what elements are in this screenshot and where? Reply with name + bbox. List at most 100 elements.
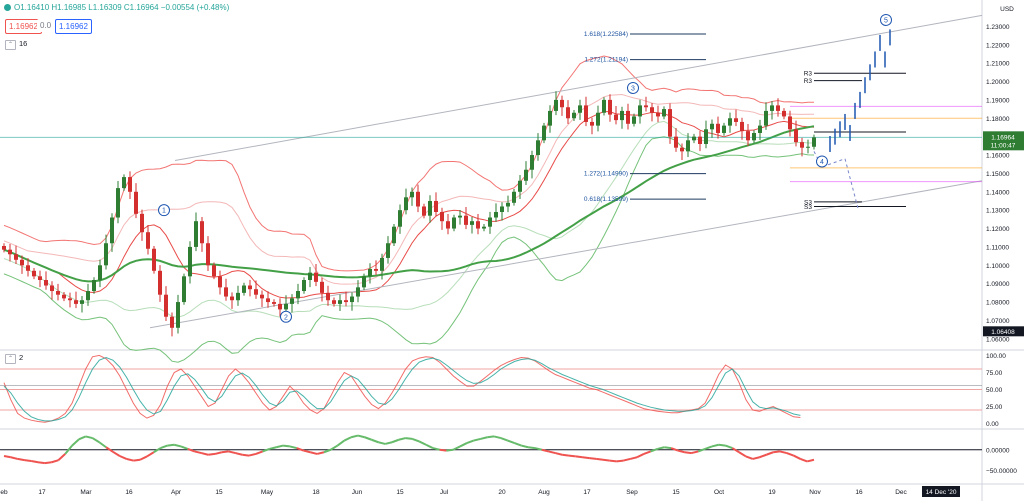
candle-body (710, 123, 714, 130)
candle-body (422, 206, 426, 216)
price-tick-label: 1.06000 (986, 336, 1010, 343)
time-cursor-badge[interactable] (922, 486, 960, 497)
candle-body (698, 136, 702, 144)
candle-body (782, 110, 786, 117)
candle-body (524, 169, 528, 181)
lower-band-inner (3, 120, 814, 318)
candle-body (776, 105, 780, 111)
oscillator-segment (493, 435, 502, 440)
pivot-label: S3 (804, 199, 812, 206)
oscillator-segment (806, 458, 815, 463)
candle-body (164, 294, 168, 317)
collapse-chevron-icon[interactable]: ⌃ (5, 40, 16, 50)
price-tick-label: 1.14000 (986, 189, 1010, 196)
price-tick-label: 1.16000 (986, 153, 1010, 160)
oscillator-segment (487, 435, 495, 439)
candle-body (596, 112, 600, 126)
candle-body (812, 137, 816, 147)
oscillator-segment (398, 437, 406, 441)
oscillator-segment (752, 456, 760, 460)
candle-body (296, 291, 300, 299)
osc-indicator-legend[interactable]: ⌃ 2 (5, 353, 23, 364)
candle-body (578, 105, 582, 113)
candle-body (506, 202, 510, 207)
oscillator-segment (180, 445, 189, 450)
candle-body (746, 131, 750, 141)
oscillator-segment (378, 441, 386, 445)
oscillator-segment (221, 450, 229, 454)
oscillator-segment (364, 436, 372, 441)
oscillator-segment (500, 437, 509, 442)
buy-quote-button[interactable]: 1.16962 (55, 19, 92, 34)
candle-body (692, 136, 696, 141)
oscillator-segment (78, 435, 87, 441)
candle-body (386, 243, 390, 258)
candle-body (488, 217, 492, 227)
collapse-chevron-icon[interactable]: ⌃ (5, 354, 16, 364)
candle-body (602, 99, 606, 113)
candle-body (236, 292, 240, 301)
price-tick-label: 1.12000 (986, 226, 1010, 233)
stochastic-panel[interactable] (0, 354, 982, 423)
wave-label-circle (280, 310, 292, 323)
oscillator-segment (153, 447, 162, 454)
wave-label-circle (158, 204, 170, 217)
pivot-label: S3 (804, 204, 812, 211)
oscillator-segment (521, 444, 529, 449)
candle-body (428, 200, 432, 216)
oscillator-segment (51, 459, 59, 464)
candle-body (344, 300, 348, 303)
main-price-panel[interactable]: 1.618(1.22584) 1.272(1.21194) 1.272(1.1499… (0, 13, 983, 363)
oscillator-segment (446, 448, 454, 452)
candle-body (260, 294, 264, 299)
last-price-badge[interactable] (983, 131, 1024, 151)
oscillator-segment (697, 447, 706, 453)
candle-body (314, 272, 318, 282)
fast-moving-average (3, 110, 815, 299)
candle-body (482, 226, 486, 229)
oscillator-segment (541, 448, 549, 453)
oscillator-segment (17, 457, 25, 462)
oscillator-segment (91, 437, 100, 444)
oscillator-segment (194, 450, 202, 455)
oscillator-segment (64, 444, 73, 455)
oscillator-segment (391, 438, 400, 444)
candle-body (8, 249, 12, 255)
oscillator-segment (439, 448, 447, 452)
candle-body (674, 136, 678, 148)
fib-level-label: 1.272(1.21194) (584, 57, 628, 64)
time-axis[interactable]: eb 17 Mar 16 Apr 15 May 18 Jun 15 Jul 20 Aug 17 Sep 15 O… (0, 486, 960, 497)
candle-body (284, 303, 288, 310)
candle-body (74, 300, 78, 304)
oscillator-segment (276, 444, 284, 449)
oscillator-segment (357, 434, 365, 439)
cursor-price-badge[interactable] (983, 326, 1024, 337)
price-axis[interactable]: USD 1.23000 1.22000 1.21000 1.20000 1.19000 1.… (983, 6, 1024, 475)
candle-body (614, 114, 618, 121)
oscillator-segment (555, 452, 563, 456)
oscillator-segment (255, 450, 264, 455)
wave-label: 1 (162, 208, 166, 215)
candle-body (620, 110, 624, 121)
stochastic-series-line (3, 356, 801, 422)
candle-body (560, 99, 564, 108)
time-tick-label: May (261, 489, 274, 496)
main-indicator-legend[interactable]: ⌃ 16 (5, 39, 27, 50)
oscillator-segment (452, 445, 461, 451)
candle-body (464, 215, 468, 225)
price-tick-label: 1.21000 (986, 61, 1010, 68)
oscillator-segment (731, 447, 740, 454)
oscillator-segment (507, 439, 515, 445)
candle-body (758, 125, 762, 133)
oscillator-segment (650, 447, 658, 453)
main-indicator-value: 16 (19, 39, 28, 48)
osc-indicator-value: 2 (19, 353, 24, 362)
candle-body (548, 110, 552, 126)
candle-body (170, 316, 174, 328)
time-tick-label: Jul (440, 489, 449, 496)
oscillator-panel[interactable] (0, 434, 982, 465)
candle-body (68, 298, 72, 301)
time-tick-label: 16 (855, 489, 863, 496)
candle-body (626, 110, 630, 124)
